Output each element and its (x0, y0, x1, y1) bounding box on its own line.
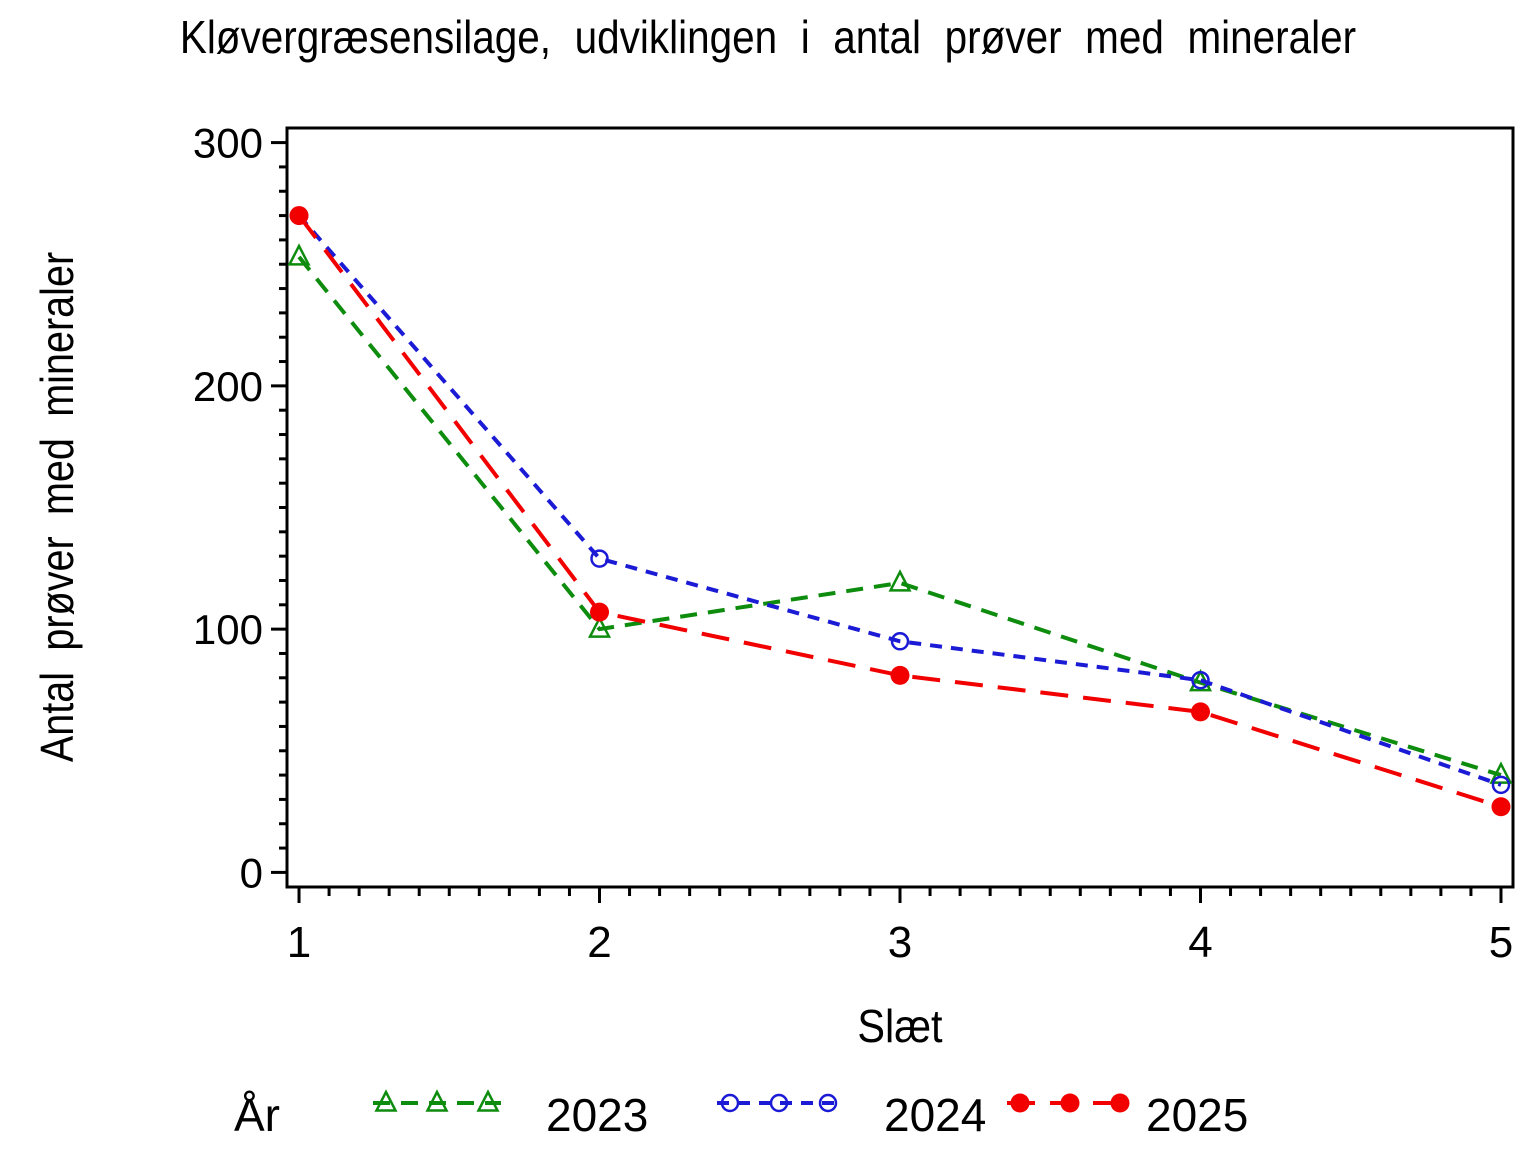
marker-2023-triangle-icon (287, 243, 311, 266)
marker-2025-dot-icon (890, 665, 910, 685)
legend-marker-2024-circle-icon (769, 1093, 789, 1113)
marker-2024-circle-icon (1491, 775, 1511, 795)
x-tick-label: 3 (888, 918, 912, 967)
y-tick-label: 0 (240, 849, 263, 896)
legend-swatch-2 (717, 1093, 841, 1113)
legend-label-1: 2023 (546, 1089, 649, 1141)
x-tick-label: 4 (1188, 918, 1212, 967)
legend-swatch-1 (373, 1089, 501, 1112)
y-tick-label: 300 (193, 120, 263, 167)
series-line-2023 (297, 255, 1502, 778)
legend-marker-2023-triangle-icon (374, 1089, 398, 1112)
series-line-2024 (297, 214, 1502, 787)
x-tick-label: 2 (587, 918, 611, 967)
chart-title: Kløvergræsensilage, udviklingen i antal … (179, 11, 1357, 63)
legend-marker-2025-dot-icon (1010, 1093, 1030, 1113)
x-tick-label: 5 (1489, 918, 1513, 967)
marker-2024-circle-icon (1191, 670, 1210, 690)
marker-2025-dot-icon (590, 602, 610, 622)
marker-2024-circle-icon (890, 632, 910, 651)
series-line-2025 (297, 214, 1502, 809)
legend-marker-2024-circle-icon (818, 1093, 838, 1113)
legend-marker-2025-dot-icon (1110, 1093, 1130, 1113)
marker-2025-dot-icon (1491, 797, 1511, 817)
legend-marker-2024-circle-icon (720, 1093, 740, 1113)
legend-swatch-3 (1007, 1093, 1133, 1113)
y-tick-label: 100 (193, 606, 263, 653)
marker-2025-dot-icon (289, 206, 309, 226)
marker-2023-triangle-icon (888, 569, 912, 592)
x-tick-label: 1 (287, 918, 311, 967)
plot-frame (285, 126, 1515, 889)
y-tick-label: 200 (193, 363, 263, 410)
legend-marker-2023-triangle-icon (425, 1089, 449, 1112)
marker-2023-triangle-icon (1489, 761, 1513, 784)
marker-2023-triangle-icon (587, 615, 612, 638)
legend-label-2: 2024 (884, 1089, 987, 1141)
marker-2025-dot-icon (1190, 702, 1210, 722)
marker-2024-circle-icon (590, 549, 609, 568)
legend-title: År (234, 1089, 280, 1141)
legend-marker-2025-dot-icon (1060, 1093, 1080, 1113)
legend-marker-2023-triangle-icon (476, 1089, 500, 1112)
x-axis-label: Slæt (857, 1000, 943, 1052)
legend-label-3: 2025 (1146, 1089, 1249, 1141)
